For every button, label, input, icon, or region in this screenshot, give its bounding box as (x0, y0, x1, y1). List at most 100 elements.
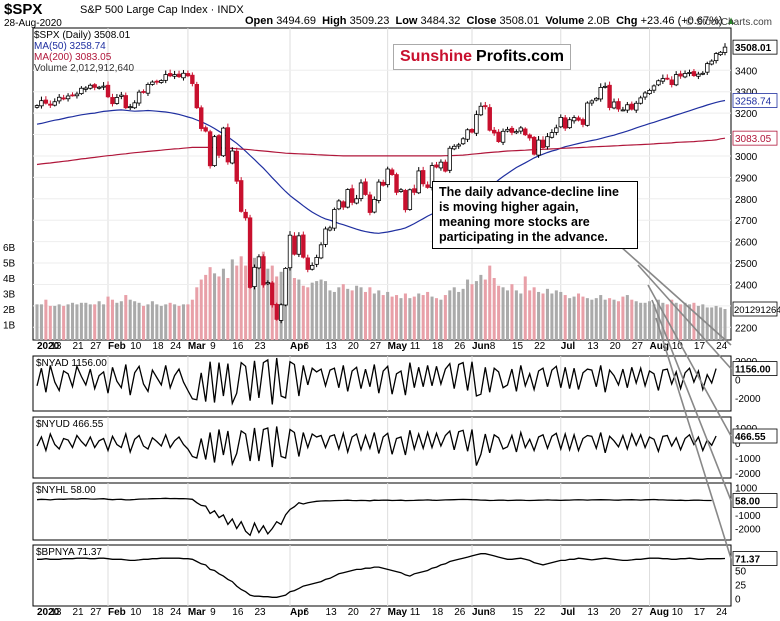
x-axis-label: Jul (561, 341, 576, 352)
volume-bar (84, 302, 88, 340)
indicator-tick-label: -2000 (735, 524, 761, 535)
x-axis-label: 24 (170, 341, 182, 352)
volume-bar (448, 290, 452, 340)
volume-bar (514, 290, 518, 340)
chg-value: +23.46 (+0.67%) (640, 15, 723, 27)
price-candle (545, 136, 550, 148)
price-tick-label: 2600 (735, 238, 758, 249)
price-candle (447, 147, 452, 171)
volume-bar (608, 298, 612, 340)
x-axis-label: 13 (50, 607, 62, 618)
price-candle (243, 211, 248, 219)
price-candle (607, 84, 612, 108)
volume-bar (248, 260, 252, 340)
volume-bar (488, 265, 492, 340)
price-candle (292, 235, 297, 255)
price-candle (500, 130, 506, 143)
volume-bar (483, 279, 487, 340)
x-axis-label: 27 (370, 341, 382, 352)
price-candle (700, 72, 706, 75)
x-axis-label: 20 (610, 341, 622, 352)
price-candle (270, 282, 275, 306)
volume-bar (213, 273, 217, 340)
volume-bar (159, 305, 163, 340)
volume-bar (661, 302, 665, 340)
price-candle (385, 168, 390, 186)
indicator-tick-label: 50 (735, 566, 747, 577)
indicator-title: $NYAD 1156.00 (36, 358, 107, 369)
volume-bar (177, 305, 181, 340)
volume-bar (115, 302, 119, 340)
nyhl-panel (32, 482, 732, 541)
price-candle (691, 71, 697, 77)
price-value-badge-text: 3083.05 (735, 134, 772, 145)
price-candle (483, 105, 488, 108)
volume-bar (603, 299, 607, 340)
x-axis-label: 11 (410, 607, 421, 618)
price-candle (651, 85, 657, 91)
x-axis-label: 8 (490, 341, 496, 352)
price-candle (345, 189, 350, 208)
price-candle (123, 95, 128, 109)
volume-bar (559, 291, 563, 340)
x-axis-label: 18 (432, 341, 444, 352)
price-candle (625, 104, 630, 111)
price-candle (425, 184, 430, 188)
x-axis-label: 23 (254, 341, 266, 352)
x-axis-label: 8 (490, 607, 496, 618)
price-candle (576, 117, 581, 121)
price-candle (376, 181, 381, 201)
volume-bar (519, 293, 523, 340)
volume-bar (532, 287, 536, 340)
x-axis-label: 21 (73, 607, 85, 618)
price-candle (527, 134, 532, 139)
price-candle (705, 63, 710, 73)
volume-bar (616, 301, 620, 340)
volume-bar (426, 291, 430, 340)
price-candle (238, 180, 244, 212)
price-candle (341, 201, 346, 208)
volume-bar (93, 304, 97, 340)
symbol-name: S&P 500 Large Cap Index · INDX (80, 4, 244, 16)
price-candle (443, 161, 448, 172)
volume-bar (217, 276, 221, 340)
price-candle (696, 73, 701, 77)
price-candle (571, 117, 577, 122)
volume-bar (337, 287, 341, 340)
price-candle (647, 90, 652, 95)
x-axis-label: 18 (432, 607, 444, 618)
price-candle (305, 257, 310, 270)
price-tick-label: 2400 (735, 280, 758, 291)
price-candle (598, 87, 603, 100)
x-axis-label: 17 (694, 607, 706, 618)
x-axis-label: 13 (326, 607, 338, 618)
volume-bar (683, 302, 687, 340)
volume-bar (235, 265, 239, 340)
indicator-title: $BPNYA 71.37 (36, 547, 102, 558)
price-candle (407, 189, 413, 210)
x-axis-label: 21 (73, 341, 85, 352)
legend-ma200: MA(200) 3083.05 (34, 52, 112, 63)
close-value: 3508.01 (499, 15, 540, 27)
price-candle (452, 145, 457, 150)
volume-bar (44, 299, 48, 340)
price-value-badge-text: 3258.74 (735, 97, 772, 108)
volume-bar (239, 256, 243, 340)
volume-bar (723, 309, 727, 340)
volume-bar (585, 298, 589, 340)
indicator-tick-label: -1000 (735, 454, 761, 465)
volume-bar (186, 304, 190, 340)
chart-header: $SPX S&P 500 Large Cap Index · INDX 28-A… (0, 0, 780, 30)
price-candle (456, 144, 461, 147)
price-candle (132, 102, 137, 109)
volume-bar (474, 281, 478, 340)
x-axis-label: 26 (454, 607, 466, 618)
volume-bar (292, 278, 296, 340)
price-candle (221, 127, 226, 157)
volume-bar (523, 276, 527, 340)
volume-bar (674, 302, 678, 340)
x-axis-label: Jun (472, 607, 490, 618)
volume-bar (252, 257, 257, 340)
volume-bar (537, 291, 541, 340)
price-candle (514, 131, 519, 134)
